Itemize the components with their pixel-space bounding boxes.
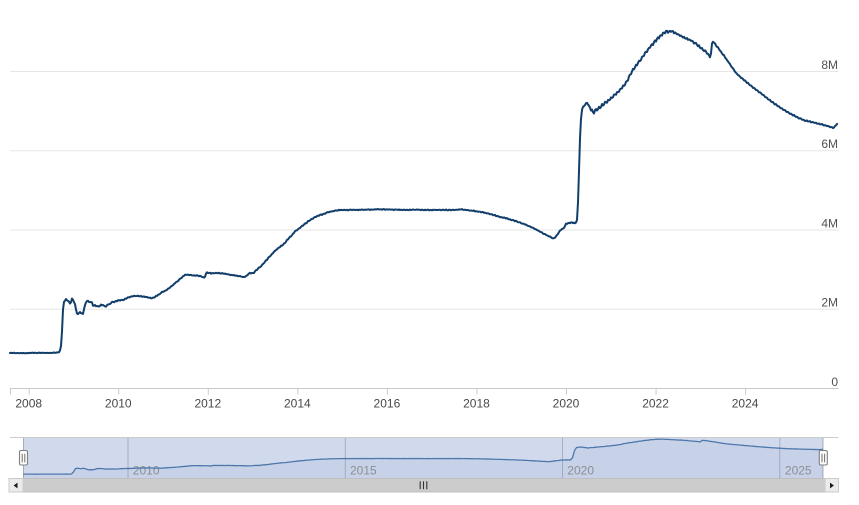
svg-text:2025: 2025 (785, 464, 812, 478)
svg-text:2018: 2018 (463, 397, 490, 411)
svg-text:2014: 2014 (284, 397, 311, 411)
svg-text:6M: 6M (821, 137, 838, 151)
svg-text:2012: 2012 (194, 397, 221, 411)
svg-text:2008: 2008 (15, 397, 42, 411)
svg-text:2M: 2M (821, 296, 838, 310)
svg-text:2015: 2015 (350, 464, 377, 478)
svg-text:2020: 2020 (567, 464, 594, 478)
svg-text:2020: 2020 (553, 397, 580, 411)
svg-text:2022: 2022 (642, 397, 669, 411)
svg-text:2016: 2016 (374, 397, 401, 411)
svg-text:4M: 4M (821, 217, 838, 231)
svg-text:2010: 2010 (133, 464, 160, 478)
svg-text:2010: 2010 (105, 397, 132, 411)
svg-text:0: 0 (831, 375, 838, 389)
svg-text:2024: 2024 (732, 397, 759, 411)
svg-text:8M: 8M (821, 58, 838, 72)
